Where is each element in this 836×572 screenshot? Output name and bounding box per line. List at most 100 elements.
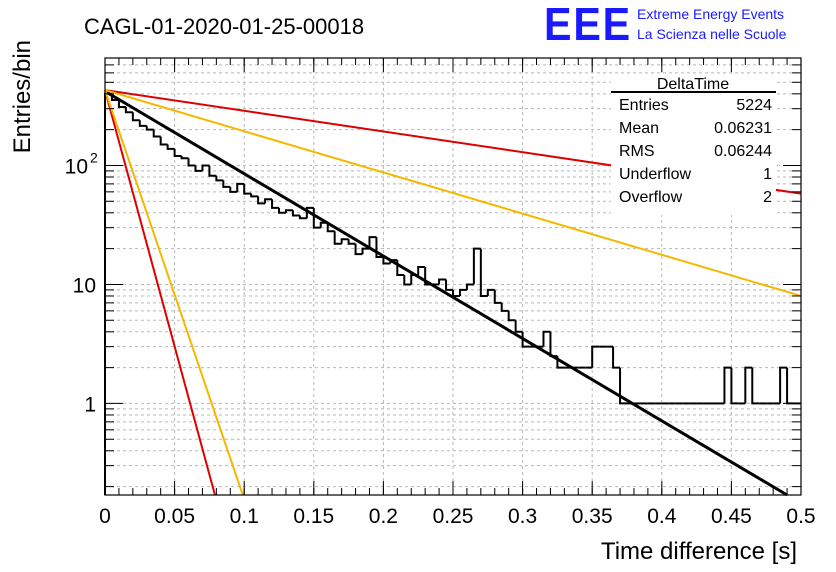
histogram-bin — [166, 144, 175, 150]
histogram-bin — [368, 236, 377, 249]
histogram-bin — [730, 367, 739, 405]
histogram-bin — [514, 320, 523, 333]
x-tick-label: 0.15 — [293, 505, 334, 528]
x-axis-label: Time difference [s] — [601, 538, 797, 565]
x-tick-label: 0 — [99, 505, 111, 528]
logo-line-2: La Scienza nelle Scuole — [637, 26, 787, 42]
histogram-bin — [222, 180, 231, 188]
histogram-bin — [229, 186, 238, 193]
histogram-bin — [403, 275, 412, 286]
histogram-bin — [479, 248, 488, 297]
histogram-bin — [201, 164, 210, 171]
x-tick-label: 0.1 — [230, 505, 259, 528]
histogram-bin — [472, 247, 481, 285]
axis-ticks — [104, 57, 802, 495]
logo-line-1: Extreme Energy Events — [637, 6, 784, 22]
histogram-bin — [347, 239, 356, 245]
histogram-bin — [194, 165, 203, 172]
histogram-bin — [375, 237, 384, 259]
histogram-bin — [723, 366, 732, 404]
x-tick-label: 0.5 — [786, 505, 815, 528]
histogram-bin — [744, 366, 753, 404]
histogram-bin — [751, 367, 760, 405]
histogram-bin — [187, 158, 196, 167]
curve-lines — [104, 89, 802, 497]
fit-line — [104, 90, 788, 497]
run-title: CAGL-01-2020-01-25-00018 — [84, 14, 364, 39]
histogram-bin — [278, 207, 286, 214]
stats-label-overflow: Overflow — [619, 189, 683, 206]
y-tick-label: 10 — [65, 155, 88, 178]
x-tick-label: 0.25 — [433, 505, 474, 528]
histogram-bin — [779, 366, 788, 404]
x-tick-label: 0.3 — [508, 505, 537, 528]
x-tick-label: 0.05 — [154, 505, 195, 528]
stats-box-background — [611, 75, 776, 215]
histogram-bin — [458, 288, 467, 296]
histogram-bin — [612, 346, 621, 369]
histogram-bin — [417, 266, 426, 276]
histogram-bin — [117, 99, 126, 108]
stats-value-rms: 0.06244 — [714, 143, 772, 160]
histogram-bin — [159, 136, 168, 146]
stats-label-underflow: Underflow — [619, 166, 691, 183]
eee-logo: EEE Extreme Energy Events La Scienza nel… — [544, 0, 787, 50]
histogram-bin — [465, 283, 474, 290]
stats-title: DeltaTime — [657, 76, 729, 93]
histogram-bin — [340, 238, 349, 244]
reference-line — [104, 89, 244, 496]
histogram-bin — [250, 193, 259, 198]
histogram-bin — [236, 182, 245, 192]
histogram-bin — [445, 279, 453, 291]
histogram-bin — [145, 125, 154, 131]
histogram-bin — [243, 183, 252, 195]
stats-value-overflow: 2 — [763, 189, 772, 206]
x-tick-labels: 0 0.05 0.1 0.15 0.2 0.25 0.3 0.35 0.4 0.45 0.5 — [99, 505, 815, 528]
x-tick-label: 0.4 — [647, 505, 677, 528]
histogram-bin — [284, 209, 293, 213]
histogram-bin — [208, 165, 217, 177]
stats-box: DeltaTime Entries 5224 Mean 0.06231 RMS … — [611, 75, 776, 215]
histogram-bin — [271, 199, 279, 209]
histogram-bin — [326, 222, 335, 233]
x-tick-label: 0.35 — [572, 505, 613, 528]
histogram-bin — [180, 156, 189, 160]
stats-value-mean: 0.06231 — [714, 120, 772, 137]
stats-value-entries: 5224 — [736, 97, 772, 114]
histogram-bin — [507, 310, 516, 322]
histogram-bin — [591, 345, 600, 368]
x-tick-label: 0.45 — [711, 505, 752, 528]
y-tick-label: 10 — [73, 274, 96, 297]
y-tick-label: 1 — [84, 393, 96, 416]
stats-value-underflow: 1 — [763, 166, 772, 183]
histogram-bin — [138, 120, 147, 127]
y-tick-exponent: 2 — [90, 149, 98, 165]
reference-line — [104, 89, 216, 496]
reference-line — [104, 89, 802, 297]
histogram-bin — [438, 278, 447, 285]
histogram-bin — [257, 196, 266, 205]
histogram-bin — [152, 129, 161, 138]
histogram-bin — [493, 289, 502, 304]
histogram-bin — [215, 175, 224, 182]
histogram-bin — [354, 243, 363, 256]
stats-label-mean: Mean — [619, 120, 659, 137]
histogram-bin — [131, 112, 140, 122]
histogram-bin — [291, 210, 300, 217]
y-axis-label: Entries/bin — [9, 40, 36, 153]
eee-logo-text: EEE — [544, 0, 632, 50]
histogram-bin — [361, 247, 370, 255]
x-tick-label: 0.2 — [369, 505, 398, 528]
histogram-bin — [486, 288, 495, 296]
stats-label-entries: Entries — [619, 97, 669, 114]
histogram-bin — [382, 257, 391, 265]
histogram-bin — [124, 106, 133, 114]
stats-label-rms: RMS — [619, 143, 655, 160]
histogram-bin — [333, 231, 342, 245]
histogram-bin — [500, 302, 509, 312]
histogram-bin — [542, 330, 551, 347]
histogram-bin — [173, 148, 182, 158]
histogram-bin — [305, 206, 314, 219]
